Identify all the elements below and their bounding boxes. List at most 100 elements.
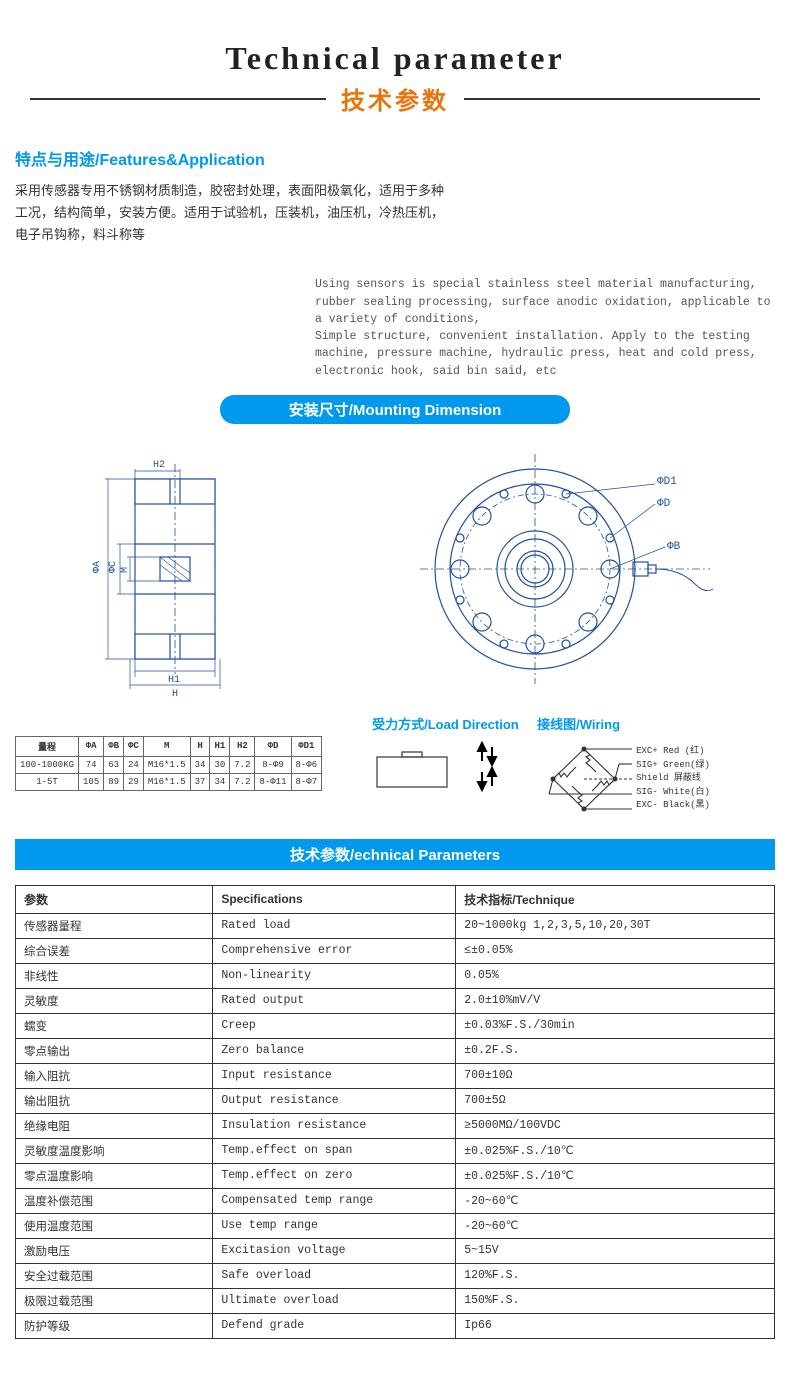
tech-cell: Temp.effect on span — [213, 1138, 456, 1163]
dim-header: H1 — [210, 736, 230, 756]
tech-cell: Rated load — [213, 913, 456, 938]
tech-cell: 激励电压 — [16, 1238, 213, 1263]
tech-cell: 120%F.S. — [456, 1263, 775, 1288]
wiring-line-0: EXC+ Red (红) — [636, 745, 710, 759]
dim-header: ΦB — [104, 736, 124, 756]
label-h1: H1 — [168, 675, 180, 686]
wiring-line-3: SIG- White(白) — [636, 786, 710, 800]
dim-cell: 105 — [79, 773, 104, 790]
tech-cell: 绝缘电阻 — [16, 1113, 213, 1138]
dim-header: ΦD — [255, 736, 291, 756]
tech-row: 零点输出Zero balance±0.2F.S. — [16, 1038, 775, 1063]
tech-cell: Safe overload — [213, 1263, 456, 1288]
divider-right — [464, 98, 760, 100]
label-phic: ΦC — [108, 561, 119, 573]
tech-row: 传感器量程Rated load20~1000kg 1,2,3,5,10,20,3… — [16, 913, 775, 938]
label-phid: ΦD — [657, 498, 671, 510]
tech-cell: Ultimate overload — [213, 1288, 456, 1313]
tech-cell: Temp.effect on zero — [213, 1163, 456, 1188]
dim-cell: 30 — [210, 756, 230, 773]
dim-cell: 100-1000KG — [16, 756, 79, 773]
dim-cell: 8-Φ9 — [255, 756, 291, 773]
tech-cell: Compensated temp range — [213, 1188, 456, 1213]
tech-cell: ±0.2F.S. — [456, 1038, 775, 1063]
tech-row: 蠕变Creep±0.03%F.S./30min — [16, 1013, 775, 1038]
divider-left — [30, 98, 326, 100]
tech-cell: Insulation resistance — [213, 1113, 456, 1138]
tech-cell: 输出阻抗 — [16, 1088, 213, 1113]
label-h2: H2 — [153, 460, 165, 471]
dim-header: H — [190, 736, 210, 756]
tech-cell: 使用温度范围 — [16, 1213, 213, 1238]
tech-cell: ±0.025%F.S./10℃ — [456, 1138, 775, 1163]
dim-cell: 1-5T — [16, 773, 79, 790]
tech-cell: 防护等级 — [16, 1313, 213, 1338]
tech-row: 综合误差Comprehensive error≤±0.05% — [16, 938, 775, 963]
dim-cell: 63 — [104, 756, 124, 773]
dim-cell: 74 — [79, 756, 104, 773]
wiring-line-4: EXC- Black(黑) — [636, 799, 710, 813]
load-arrows-icon — [472, 739, 512, 794]
label-phid1: ΦD1 — [657, 476, 677, 488]
tech-header: Specifications — [213, 885, 456, 913]
tech-cell: 2.0±10%mV/V — [456, 988, 775, 1013]
dim-cell: M16*1.5 — [143, 756, 190, 773]
tech-cell: Rated output — [213, 988, 456, 1013]
tech-params-heading: 技术参数/echnical Parameters — [245, 844, 545, 865]
tech-row: 零点温度影响Temp.effect on zero±0.025%F.S./10℃ — [16, 1163, 775, 1188]
side-view-diagram: H2 H1 H ΦA ΦC M — [75, 439, 275, 699]
features-description-zh: 采用传感器专用不锈钢材质制造，胶密封处理，表面阳极氧化，适用于多种工况，结构简单… — [15, 180, 445, 246]
dim-row: 1-5T1058929M16*1.537347.28-Φ118-Φ7 — [16, 773, 322, 790]
tech-row: 激励电压Excitasion voltage5~15V — [16, 1238, 775, 1263]
dim-cell: M16*1.5 — [143, 773, 190, 790]
label-phib: ΦB — [667, 541, 681, 553]
tech-cell: 极限过载范围 — [16, 1288, 213, 1313]
tech-cell: ≥5000MΩ/100VDC — [456, 1113, 775, 1138]
tech-params-heading-bar: 技术参数/echnical Parameters — [15, 839, 775, 870]
front-view-diagram: ΦD1 ΦD ΦB — [395, 439, 715, 699]
tech-cell: 非线性 — [16, 963, 213, 988]
tech-cell: Excitasion voltage — [213, 1238, 456, 1263]
tech-cell: 5~15V — [456, 1238, 775, 1263]
title-english: Technical parameter — [15, 40, 775, 77]
tech-cell: -20~60℃ — [456, 1213, 775, 1238]
tech-row: 安全过载范围Safe overload120%F.S. — [16, 1263, 775, 1288]
title-chinese: 技术参数 — [341, 81, 449, 116]
dim-header: 量程 — [16, 736, 79, 756]
tech-row: 温度补偿范围Compensated temp range-20~60℃ — [16, 1188, 775, 1213]
tech-cell: Output resistance — [213, 1088, 456, 1113]
tech-row: 防护等级Defend gradeIp66 — [16, 1313, 775, 1338]
tech-cell: 零点输出 — [16, 1038, 213, 1063]
load-block-icon — [372, 739, 452, 794]
tech-cell: 150%F.S. — [456, 1288, 775, 1313]
tech-cell: 灵敏度温度影响 — [16, 1138, 213, 1163]
dim-header: H2 — [230, 736, 255, 756]
tech-row: 极限过载范围Ultimate overload150%F.S. — [16, 1288, 775, 1313]
tech-cell: -20~60℃ — [456, 1188, 775, 1213]
tech-cell: 零点温度影响 — [16, 1163, 213, 1188]
dimension-table-wrap: 量程ΦAΦBΦCMHH1H2ΦDΦD1 100-1000KG746324M16*… — [15, 736, 322, 791]
tech-cell: Comprehensive error — [213, 938, 456, 963]
dim-header: ΦC — [124, 736, 144, 756]
dim-row: 100-1000KG746324M16*1.534307.28-Φ98-Φ6 — [16, 756, 322, 773]
dim-cell: 34 — [190, 756, 210, 773]
tech-header: 技术指标/Technique — [456, 885, 775, 913]
tech-cell: 综合误差 — [16, 938, 213, 963]
dim-header: ΦD1 — [291, 736, 322, 756]
tech-row: 灵敏度Rated output2.0±10%mV/V — [16, 988, 775, 1013]
dim-cell: 89 — [104, 773, 124, 790]
dim-header: ΦA — [79, 736, 104, 756]
tech-cell: 灵敏度 — [16, 988, 213, 1013]
tech-row: 输入阻抗Input resistance700±10Ω — [16, 1063, 775, 1088]
dim-cell: 8-Φ6 — [291, 756, 322, 773]
load-direction-diagram — [372, 739, 522, 794]
dim-cell: 37 — [190, 773, 210, 790]
wiring-heading: 接线图/Wiring — [537, 714, 775, 733]
tech-cell: 温度补偿范围 — [16, 1188, 213, 1213]
page-header: Technical parameter 技术参数 — [15, 40, 775, 116]
tech-cell: 传感器量程 — [16, 913, 213, 938]
dim-cell: 7.2 — [230, 773, 255, 790]
label-m: M — [120, 567, 131, 573]
tech-cell: 安全过载范围 — [16, 1263, 213, 1288]
tech-cell: ≤±0.05% — [456, 938, 775, 963]
